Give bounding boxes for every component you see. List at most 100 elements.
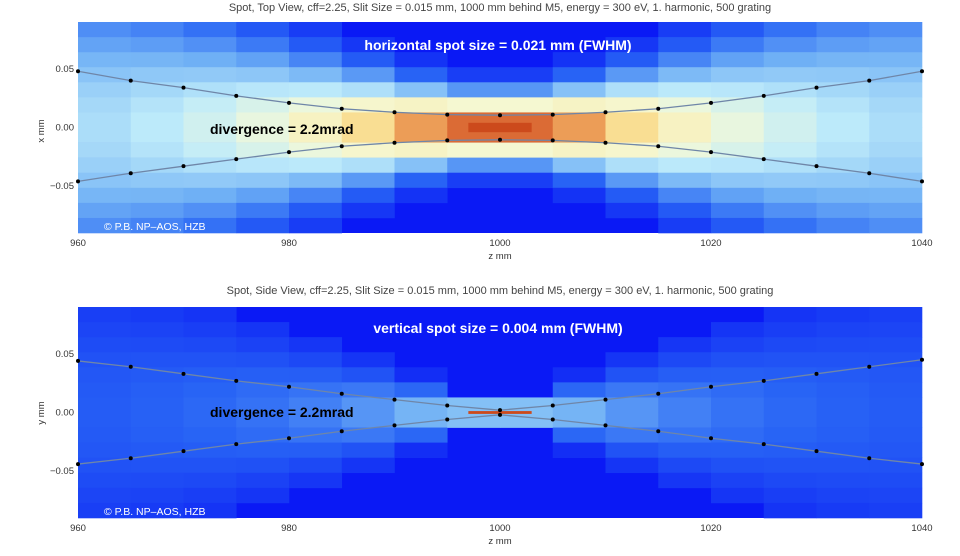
heatmap-cell [130,52,184,68]
heatmap-cell [183,217,237,234]
heatmap-cell [130,202,184,219]
heatmap-cell [869,382,923,398]
heatmap-cell [605,367,659,383]
heatmap-cell [236,337,290,353]
heatmap-cell [869,397,923,413]
copyright-top: © P.B. NP–AOS, HZB [104,221,206,233]
heatmap-cell [130,382,184,398]
heatmap-cell [763,52,817,68]
heatmap-cell [658,457,712,474]
heatmap-cell [289,202,343,219]
data-point [128,78,133,83]
data-point [76,69,80,74]
heatmap-cell [658,67,712,83]
heatmap-cell [78,187,132,204]
heatmap-cell [183,502,237,519]
heatmap-cell [183,352,237,368]
heatmap-cell [78,367,132,383]
heatmap-cell [605,157,659,174]
data-point [761,378,766,383]
heatmap-cell [130,22,184,38]
data-point [656,391,661,396]
heatmap-cell [236,127,290,143]
heatmap-cell [763,172,817,189]
heatmap-cell [816,382,870,398]
heatmap-cell [130,322,184,338]
data-point [76,462,80,467]
heatmap-cell [341,202,395,219]
heatmap-cell [289,412,343,428]
heatmap-cell [869,352,923,368]
heatmap-cell [605,97,659,113]
heatmap-cell [289,172,343,189]
heatmap-top [78,22,923,234]
heatmap-cell [816,397,870,413]
heatmap-cell [816,172,870,189]
heatmap-cell [605,457,659,474]
y-tick-label: −0.05 [50,181,74,192]
heatmap-cell [605,172,659,189]
data-point [814,371,819,376]
heatmap-cell [341,382,395,398]
heatmap-cell [289,142,343,158]
heatmap-cell [552,52,606,68]
data-point [181,164,186,169]
heatmap-cell [341,457,395,474]
heatmap-cell [711,382,765,398]
heatmap-cell [394,382,448,398]
data-point [867,78,872,83]
heatmap-cell [605,52,659,68]
y-axis-label-side: y mm [36,401,47,424]
data-point [761,442,766,447]
data-point [76,179,80,184]
heatmap-cell [78,157,132,174]
heatmap-cell [341,157,395,174]
y-tick-label: 0.00 [56,408,75,419]
heatmap-cell [289,52,343,68]
heatmap-cell [78,37,132,53]
heatmap-cell [552,382,606,398]
heatmap-cell [183,112,237,128]
data-point [709,436,713,441]
data-point [392,140,397,145]
heatmap-cell [78,22,132,38]
y-tick-label: −0.05 [50,466,74,477]
heatmap-cell [183,37,237,53]
chart-title-side: Spot, Side View, cff=2.25, Slit Size = 0… [227,285,774,297]
x-ticks-top: 960 980 1000 1020 1040 [70,238,933,249]
heatmap-cell [869,457,923,474]
data-point [814,164,819,169]
heatmap-cell [78,442,132,459]
heatmap-cell [289,187,343,204]
heatmap-cell [289,367,343,383]
heatmap-cell [78,457,132,474]
x-axis-label-top: z mm [488,251,511,262]
data-point [445,112,450,117]
heatmap-cell [394,112,448,128]
heatmap-cell [78,127,132,143]
heatmap-cell [869,337,923,353]
data-point [920,69,924,74]
heatmap-cell [183,457,237,474]
heatmap-cell [289,157,343,174]
x-tick-label: 960 [70,238,86,249]
heatmap-cell [78,307,132,323]
heatmap-cell [78,142,132,158]
heatmap-cell [658,412,712,428]
heatmap-cell [183,22,237,38]
heatmap-cell [130,397,184,413]
heatmap-cell [130,172,184,189]
heatmap-cell [341,397,395,413]
heatmap-cell [236,202,290,219]
heatmap-cell [289,127,343,143]
data-point [920,462,924,467]
heatmap-cell [552,112,606,128]
heatmap-cell [869,502,923,519]
heatmap-cell [869,127,923,143]
heatmap-cell [763,502,817,519]
heatmap-cell [130,427,184,443]
heatmap-cell [130,457,184,474]
heatmap-cell [341,352,395,368]
heatmap-cell [869,367,923,383]
heatmap-cell [130,472,184,489]
